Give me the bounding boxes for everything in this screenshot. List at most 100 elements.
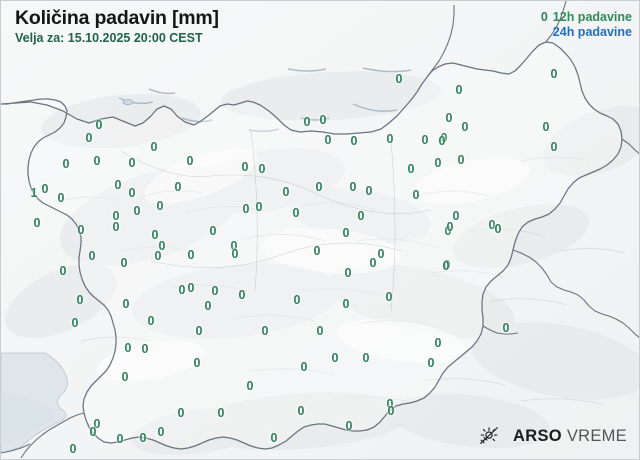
station-value: 0 (282, 185, 290, 199)
small-lake (122, 99, 134, 106)
station-value: 0 (186, 154, 194, 168)
sun-rays-icon (480, 427, 498, 444)
station-value: 0 (350, 134, 358, 148)
station-value: 0 (59, 264, 67, 278)
station-value: 0 (238, 288, 246, 302)
station-value: 0 (342, 226, 350, 240)
station-value: 0 (316, 324, 324, 338)
station-value: 0 (438, 134, 446, 148)
station-value: 0 (154, 249, 162, 263)
station-value: 0 (120, 256, 128, 270)
station-value: 0 (88, 249, 96, 263)
station-value: 0 (187, 248, 195, 262)
station-value: 0 (85, 131, 93, 145)
station-value: 0 (122, 297, 130, 311)
station-value: 0 (261, 324, 269, 338)
station-value: 0 (178, 283, 186, 297)
station-value: 0 (452, 209, 460, 223)
station-value: 0 (444, 224, 452, 238)
station-value: 0 (385, 290, 393, 304)
station-value: 0 (57, 191, 65, 205)
station-value: 0 (407, 162, 415, 176)
arso-vreme-logo: ARSO VREME (478, 425, 627, 447)
station-value: 0 (502, 321, 510, 335)
legend-sample-value: 0 (540, 10, 548, 24)
station-value: 0 (443, 258, 451, 272)
legend-label-24h: 24h padavine (552, 24, 632, 39)
station-value: 0 (157, 425, 165, 439)
legend-label-12h: 12h padavine (552, 10, 632, 24)
station-value: 0 (95, 118, 103, 132)
brand-name-arso: ARSO (513, 426, 562, 445)
slovenia-national-border (1, 41, 623, 450)
station-value: 0 (461, 120, 469, 134)
station-value: 0 (445, 111, 453, 125)
station-value: 0 (421, 133, 429, 147)
station-value: 0 (377, 247, 385, 261)
station-value: 0 (297, 404, 305, 418)
interior-boundaries (120, 130, 432, 312)
station-value: 0 (427, 356, 435, 370)
station-value: 0 (204, 299, 212, 313)
station-value: 0 (412, 188, 420, 202)
station-value: 0 (93, 154, 101, 168)
station-value: 0 (362, 351, 370, 365)
station-value: 0 (395, 72, 403, 86)
station-value: 0 (542, 120, 550, 134)
station-value: 0 (187, 281, 195, 295)
station-value: 0 (344, 266, 352, 280)
station-value: 0 (241, 160, 249, 174)
legend-row-12h: 0 12h padavine (541, 10, 632, 25)
station-value: 0 (147, 314, 155, 328)
station-value: 0 (211, 284, 219, 298)
ridge-lines (60, 156, 626, 406)
station-value: 0 (69, 442, 77, 456)
station-value: 0 (114, 178, 122, 192)
station-value: 0 (369, 256, 377, 270)
station-value: 0 (193, 356, 201, 370)
station-value: 0 (324, 133, 332, 147)
sea-inlet (1, 393, 54, 445)
station-value: 0 (76, 293, 84, 307)
station-value: 0 (89, 425, 97, 439)
station-value: 0 (342, 297, 350, 311)
station-value: 0 (174, 180, 182, 194)
station-value: 0 (440, 131, 448, 145)
station-value: 0 (255, 200, 263, 214)
station-value: 0 (128, 186, 136, 200)
station-value: 0 (231, 247, 239, 261)
station-value: 0 (386, 397, 394, 411)
station-value: 0 (246, 379, 254, 393)
station-value: 0 (313, 244, 321, 258)
station-value: 0 (141, 342, 149, 356)
station-value: 0 (112, 220, 120, 234)
station-value: 0 (345, 419, 353, 433)
station-value: 0 (488, 218, 496, 232)
station-value: 0 (242, 202, 250, 216)
station-value: 0 (303, 115, 311, 129)
legend: 0 12h padavine 24h padavine (541, 10, 632, 40)
station-value: 0 (365, 184, 373, 198)
station-value: 0 (177, 406, 185, 420)
brand-text: ARSO VREME (513, 427, 627, 446)
station-value: 0 (133, 204, 141, 218)
brand-name-vreme: VREME (566, 426, 627, 445)
station-value: 0 (230, 239, 238, 253)
station-value: 0 (112, 209, 120, 223)
station-value: 0 (270, 431, 278, 445)
station-value: 0 (387, 404, 395, 418)
station-value: 0 (258, 162, 266, 176)
station-value: 0 (349, 180, 357, 194)
station-value: 0 (300, 360, 308, 374)
station-value: 0 (434, 336, 442, 350)
station-value: 0 (550, 140, 558, 154)
legend-row-24h: 24h padavine (541, 25, 632, 40)
water-lines (118, 67, 412, 133)
station-value: 0 (128, 156, 136, 170)
station-value: 0 (124, 341, 132, 355)
station-value: 0 (386, 132, 394, 146)
station-value: 0 (357, 209, 365, 223)
